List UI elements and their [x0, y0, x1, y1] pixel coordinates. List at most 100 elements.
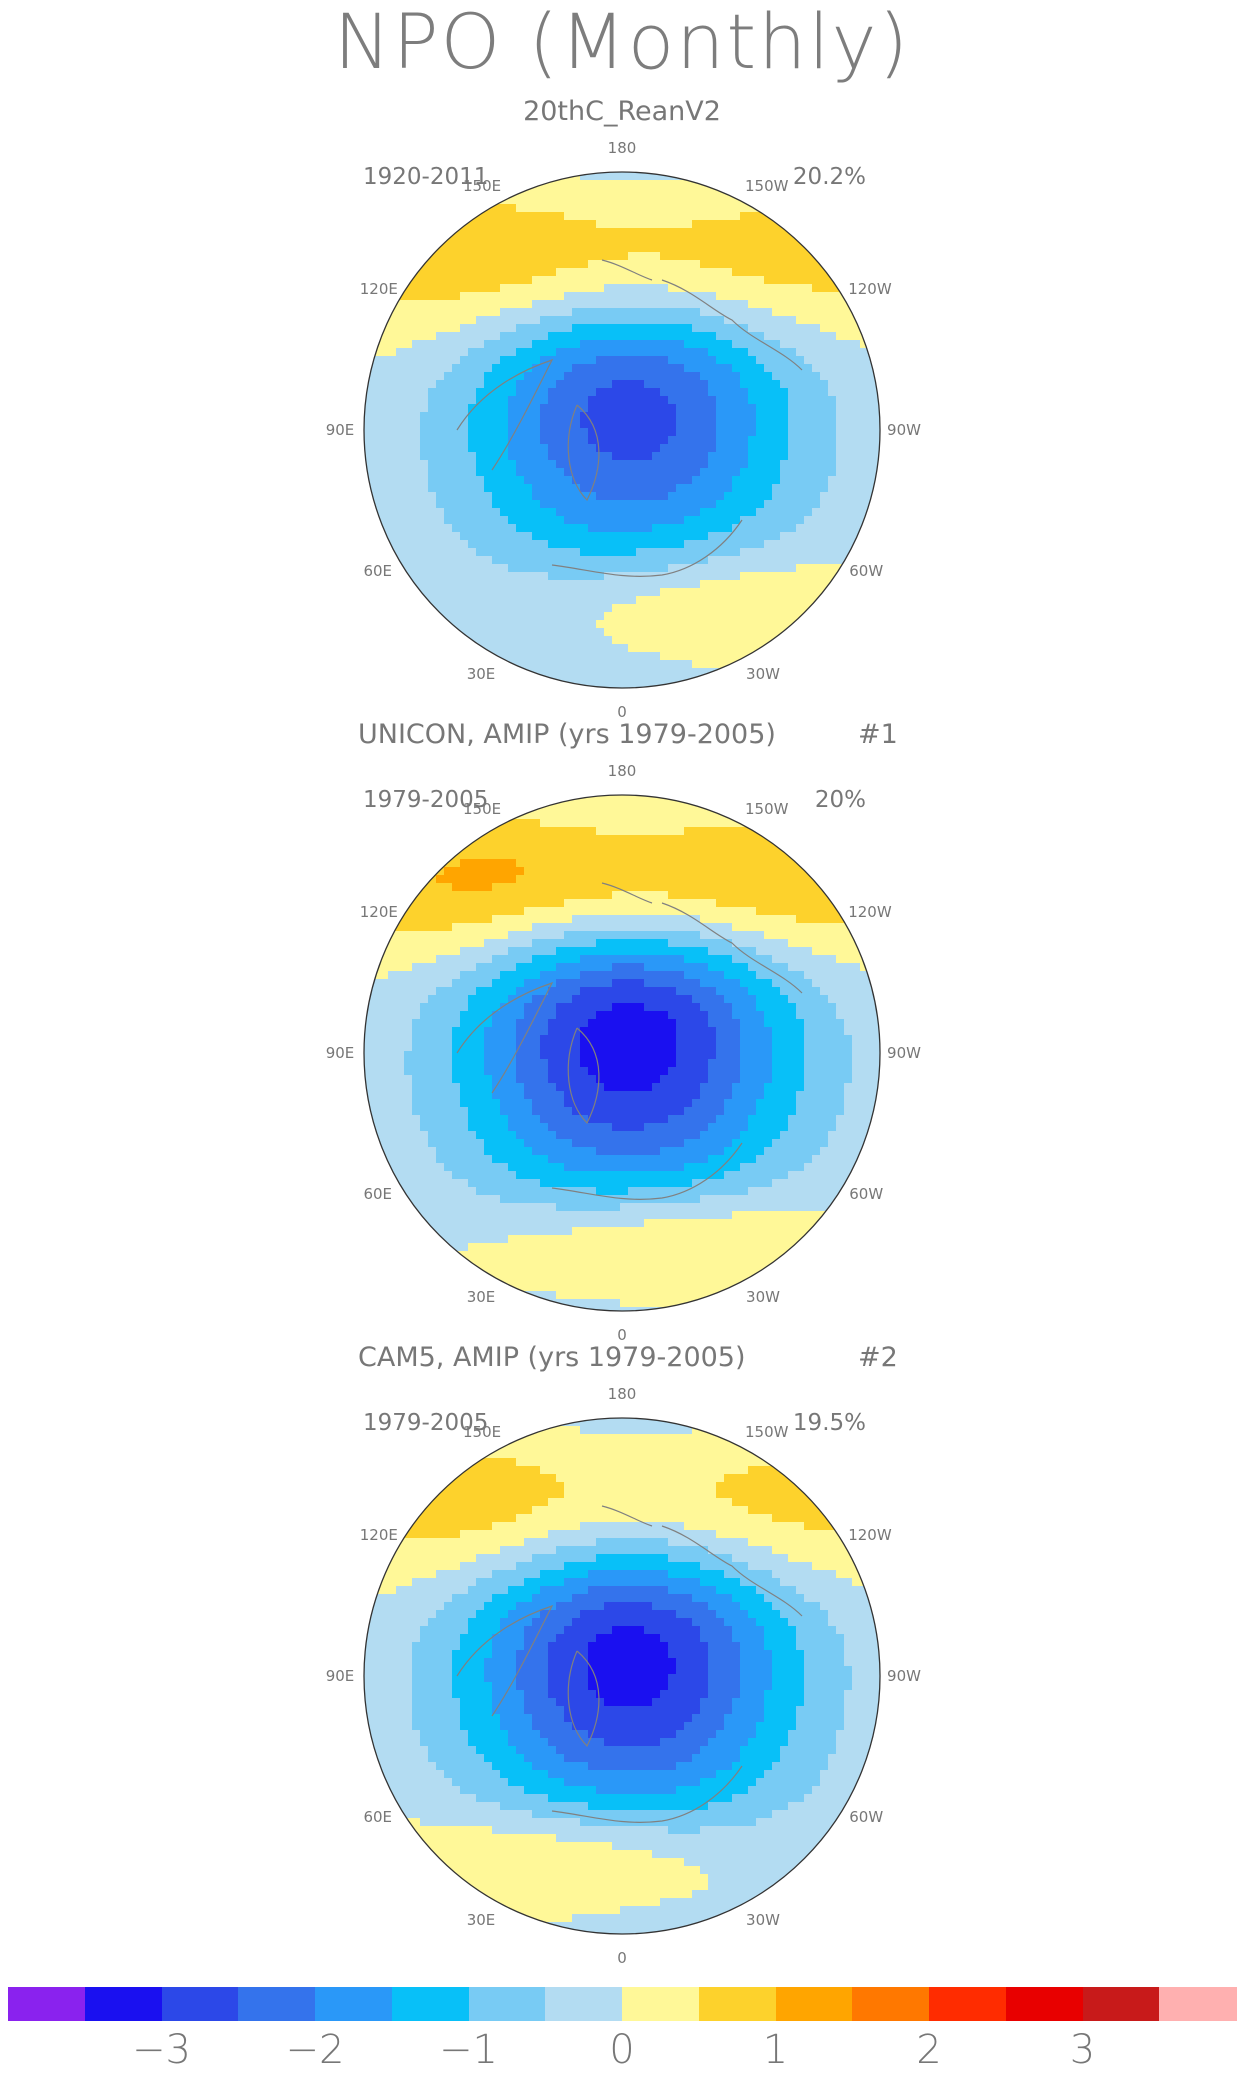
field-cell [404, 172, 413, 181]
field-cell [796, 204, 805, 213]
field-cell [636, 268, 645, 277]
field-cell [796, 220, 805, 229]
field-cell [580, 795, 589, 804]
field-cell [836, 843, 845, 852]
field-cell [612, 676, 621, 685]
field-cell [740, 620, 749, 629]
field-cell [420, 476, 429, 485]
field-cell [732, 460, 741, 469]
field-cell [428, 236, 437, 245]
field-cell [588, 332, 597, 341]
field-cell [860, 803, 869, 812]
field-cell [604, 332, 613, 341]
field-cell [860, 867, 869, 876]
field-cell [644, 268, 653, 277]
field-cell [612, 396, 621, 405]
field-cell [716, 516, 725, 525]
field-cell [532, 308, 541, 317]
field-cell [620, 380, 629, 389]
field-cell [380, 276, 389, 285]
field-cell [596, 596, 605, 605]
field-cell [660, 196, 669, 205]
field-cell [604, 875, 613, 884]
field-cell [876, 492, 880, 501]
field-cell [404, 564, 413, 573]
field-cell [756, 404, 765, 413]
field-cell [708, 484, 717, 493]
field-cell [860, 548, 869, 557]
field-cell [820, 292, 829, 301]
field-cell [740, 468, 749, 477]
field-cell [828, 612, 837, 621]
field-cell [484, 644, 493, 653]
field-cell [684, 396, 693, 405]
field-cell [748, 684, 757, 688]
field-cell [740, 380, 749, 389]
field-cell [812, 460, 821, 469]
field-cell [428, 851, 437, 860]
field-cell [580, 508, 589, 517]
field-cell [540, 308, 549, 317]
field-cell [420, 428, 429, 437]
field-cell [628, 188, 637, 197]
field-cell [516, 803, 525, 812]
field-cell [380, 468, 389, 477]
field-cell [772, 324, 781, 333]
field-cell [708, 588, 717, 597]
field-cell [628, 220, 637, 229]
field-cell [492, 668, 501, 677]
field-cell [676, 340, 685, 349]
field-cell [660, 827, 669, 836]
field-cell [804, 412, 813, 421]
field-cell [460, 628, 469, 637]
field-cell [628, 372, 637, 381]
field-cell [812, 500, 821, 509]
field-cell [804, 564, 813, 573]
field-cell [524, 588, 533, 597]
field-cell [564, 380, 573, 389]
field-cell [764, 556, 773, 565]
field-cell [844, 276, 853, 285]
field-cell [708, 875, 717, 884]
field-cell [580, 835, 589, 844]
field-cell [428, 260, 437, 269]
field-cell [492, 524, 501, 533]
field-cell [484, 252, 493, 261]
field-cell [676, 668, 685, 677]
field-cell [596, 612, 605, 621]
field-cell [572, 500, 581, 509]
field-cell [876, 316, 880, 325]
field-cell [540, 819, 549, 828]
field-cell [540, 596, 549, 605]
field-cell [604, 468, 613, 477]
field-cell [380, 228, 389, 237]
panel-title: 20thC_ReanV2 [523, 96, 721, 127]
field-cell [564, 867, 573, 876]
field-cell [380, 348, 389, 357]
field-cell [732, 220, 741, 229]
field-cell [732, 284, 741, 293]
field-cell [748, 668, 757, 677]
field-cell [396, 284, 405, 293]
field-cell [412, 332, 421, 341]
field-cell [380, 244, 389, 253]
field-cell [372, 803, 381, 812]
field-cell [788, 484, 797, 493]
field-cell [668, 500, 677, 509]
field-cell [708, 340, 717, 349]
field-cell [780, 588, 789, 597]
field-cell [724, 500, 733, 509]
field-cell [388, 236, 397, 245]
field-cell [444, 412, 453, 421]
field-cell [764, 348, 773, 357]
field-cell [468, 588, 477, 597]
field-cell [388, 244, 397, 253]
field-cell [788, 220, 797, 229]
field-cell [692, 612, 701, 621]
field-cell [588, 843, 597, 852]
field-cell [572, 324, 581, 333]
field-cell [876, 172, 880, 181]
field-cell [748, 460, 757, 469]
field-cell [508, 436, 517, 445]
field-cell [444, 540, 453, 549]
